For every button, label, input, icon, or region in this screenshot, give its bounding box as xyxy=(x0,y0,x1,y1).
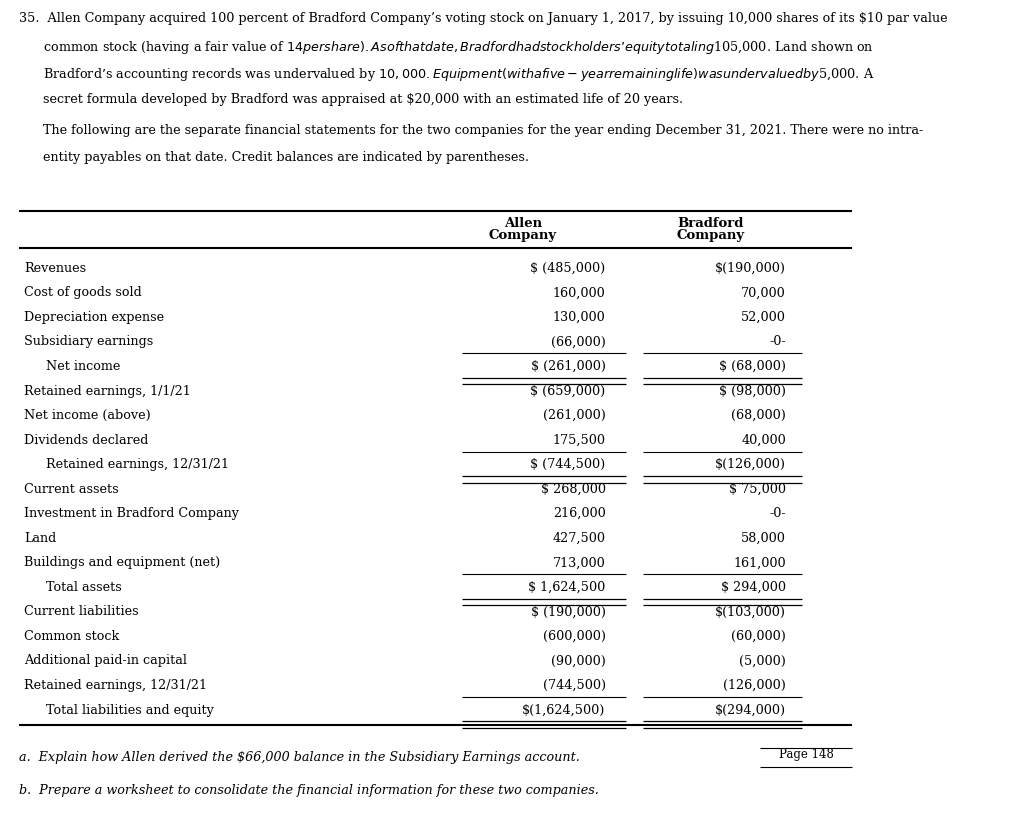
Text: Common stock: Common stock xyxy=(25,630,120,643)
Text: $ (744,500): $ (744,500) xyxy=(530,458,606,471)
Text: -0-: -0- xyxy=(769,507,786,520)
Text: Retained earnings, 1/1/21: Retained earnings, 1/1/21 xyxy=(25,384,191,398)
Text: The following are the separate financial statements for the two companies for th: The following are the separate financial… xyxy=(19,124,924,137)
Text: Company: Company xyxy=(676,229,744,242)
Text: Depreciation expense: Depreciation expense xyxy=(25,311,165,324)
Text: Current assets: Current assets xyxy=(25,483,119,496)
Text: Total assets: Total assets xyxy=(46,581,122,594)
Text: $ (98,000): $ (98,000) xyxy=(719,384,786,398)
Text: 713,000: 713,000 xyxy=(553,556,606,569)
Text: 130,000: 130,000 xyxy=(553,311,606,324)
Text: Current liabilities: Current liabilities xyxy=(25,605,139,618)
Text: Additional paid-in capital: Additional paid-in capital xyxy=(25,654,187,667)
Text: 427,500: 427,500 xyxy=(553,532,606,545)
Text: (5,000): (5,000) xyxy=(739,654,786,667)
Text: 216,000: 216,000 xyxy=(553,507,606,520)
Text: $ (485,000): $ (485,000) xyxy=(530,262,606,275)
Text: Net income (above): Net income (above) xyxy=(25,409,152,422)
Text: Cost of goods sold: Cost of goods sold xyxy=(25,286,142,299)
Text: 175,500: 175,500 xyxy=(553,434,606,447)
Text: $(294,000): $(294,000) xyxy=(715,703,786,717)
Text: a.  Explain how Allen derived the $66,000 balance in the Subsidiary Earnings acc: a. Explain how Allen derived the $66,000… xyxy=(19,751,580,764)
Text: entity payables on that date. Credit balances are indicated by parentheses.: entity payables on that date. Credit bal… xyxy=(19,151,529,164)
Text: $ 268,000: $ 268,000 xyxy=(541,483,606,496)
Text: Revenues: Revenues xyxy=(25,262,86,275)
Text: 160,000: 160,000 xyxy=(553,286,606,299)
Text: $(1,624,500): $(1,624,500) xyxy=(522,703,606,717)
Text: $(190,000): $(190,000) xyxy=(715,262,786,275)
Text: (66,000): (66,000) xyxy=(551,335,606,348)
Text: $ (68,000): $ (68,000) xyxy=(719,360,786,373)
Text: $ (659,000): $ (659,000) xyxy=(530,384,606,398)
Text: (68,000): (68,000) xyxy=(731,409,786,422)
Text: Land: Land xyxy=(25,532,56,545)
Text: (60,000): (60,000) xyxy=(731,630,786,643)
Text: $(126,000): $(126,000) xyxy=(715,458,786,471)
Text: $ 1,624,500: $ 1,624,500 xyxy=(528,581,606,594)
Text: 161,000: 161,000 xyxy=(733,556,786,569)
Text: -0-: -0- xyxy=(769,335,786,348)
Text: (600,000): (600,000) xyxy=(543,630,606,643)
Text: 58,000: 58,000 xyxy=(741,532,786,545)
Text: $ (261,000): $ (261,000) xyxy=(530,360,606,373)
Text: 35.  Allen Company acquired 100 percent of Bradford Company’s voting stock on Ja: 35. Allen Company acquired 100 percent o… xyxy=(19,12,948,25)
Text: $ 75,000: $ 75,000 xyxy=(729,483,786,496)
Text: 70,000: 70,000 xyxy=(741,286,786,299)
Text: 40,000: 40,000 xyxy=(741,434,786,447)
Text: Page 148: Page 148 xyxy=(778,748,834,762)
Text: (744,500): (744,500) xyxy=(543,679,606,692)
Text: Bradford’s accounting records was undervalued by $10,000. Equipment (with a five: Bradford’s accounting records was underv… xyxy=(19,66,874,83)
Text: $ 294,000: $ 294,000 xyxy=(721,581,786,594)
Text: Total liabilities and equity: Total liabilities and equity xyxy=(46,703,214,717)
Text: Net income: Net income xyxy=(46,360,121,373)
Text: Retained earnings, 12/31/21: Retained earnings, 12/31/21 xyxy=(25,679,208,692)
Text: Bradford: Bradford xyxy=(677,217,743,230)
Text: $ (190,000): $ (190,000) xyxy=(530,605,606,618)
Text: (126,000): (126,000) xyxy=(723,679,786,692)
Text: (261,000): (261,000) xyxy=(543,409,606,422)
Text: Investment in Bradford Company: Investment in Bradford Company xyxy=(25,507,240,520)
Text: Buildings and equipment (net): Buildings and equipment (net) xyxy=(25,556,220,569)
Text: 52,000: 52,000 xyxy=(741,311,786,324)
Text: Company: Company xyxy=(488,229,557,242)
Text: $(103,000): $(103,000) xyxy=(715,605,786,618)
Text: secret formula developed by Bradford was appraised at $20,000 with an estimated : secret formula developed by Bradford was… xyxy=(19,93,683,106)
Text: b.  Prepare a worksheet to consolidate the financial information for these two c: b. Prepare a worksheet to consolidate th… xyxy=(19,784,599,797)
Text: Allen: Allen xyxy=(504,217,542,230)
Text: common stock (having a fair value of $14 per share). As of that date, Bradford h: common stock (having a fair value of $14… xyxy=(19,39,873,56)
Text: (90,000): (90,000) xyxy=(551,654,606,667)
Text: Retained earnings, 12/31/21: Retained earnings, 12/31/21 xyxy=(46,458,229,471)
Text: Dividends declared: Dividends declared xyxy=(25,434,148,447)
Text: Subsidiary earnings: Subsidiary earnings xyxy=(25,335,154,348)
